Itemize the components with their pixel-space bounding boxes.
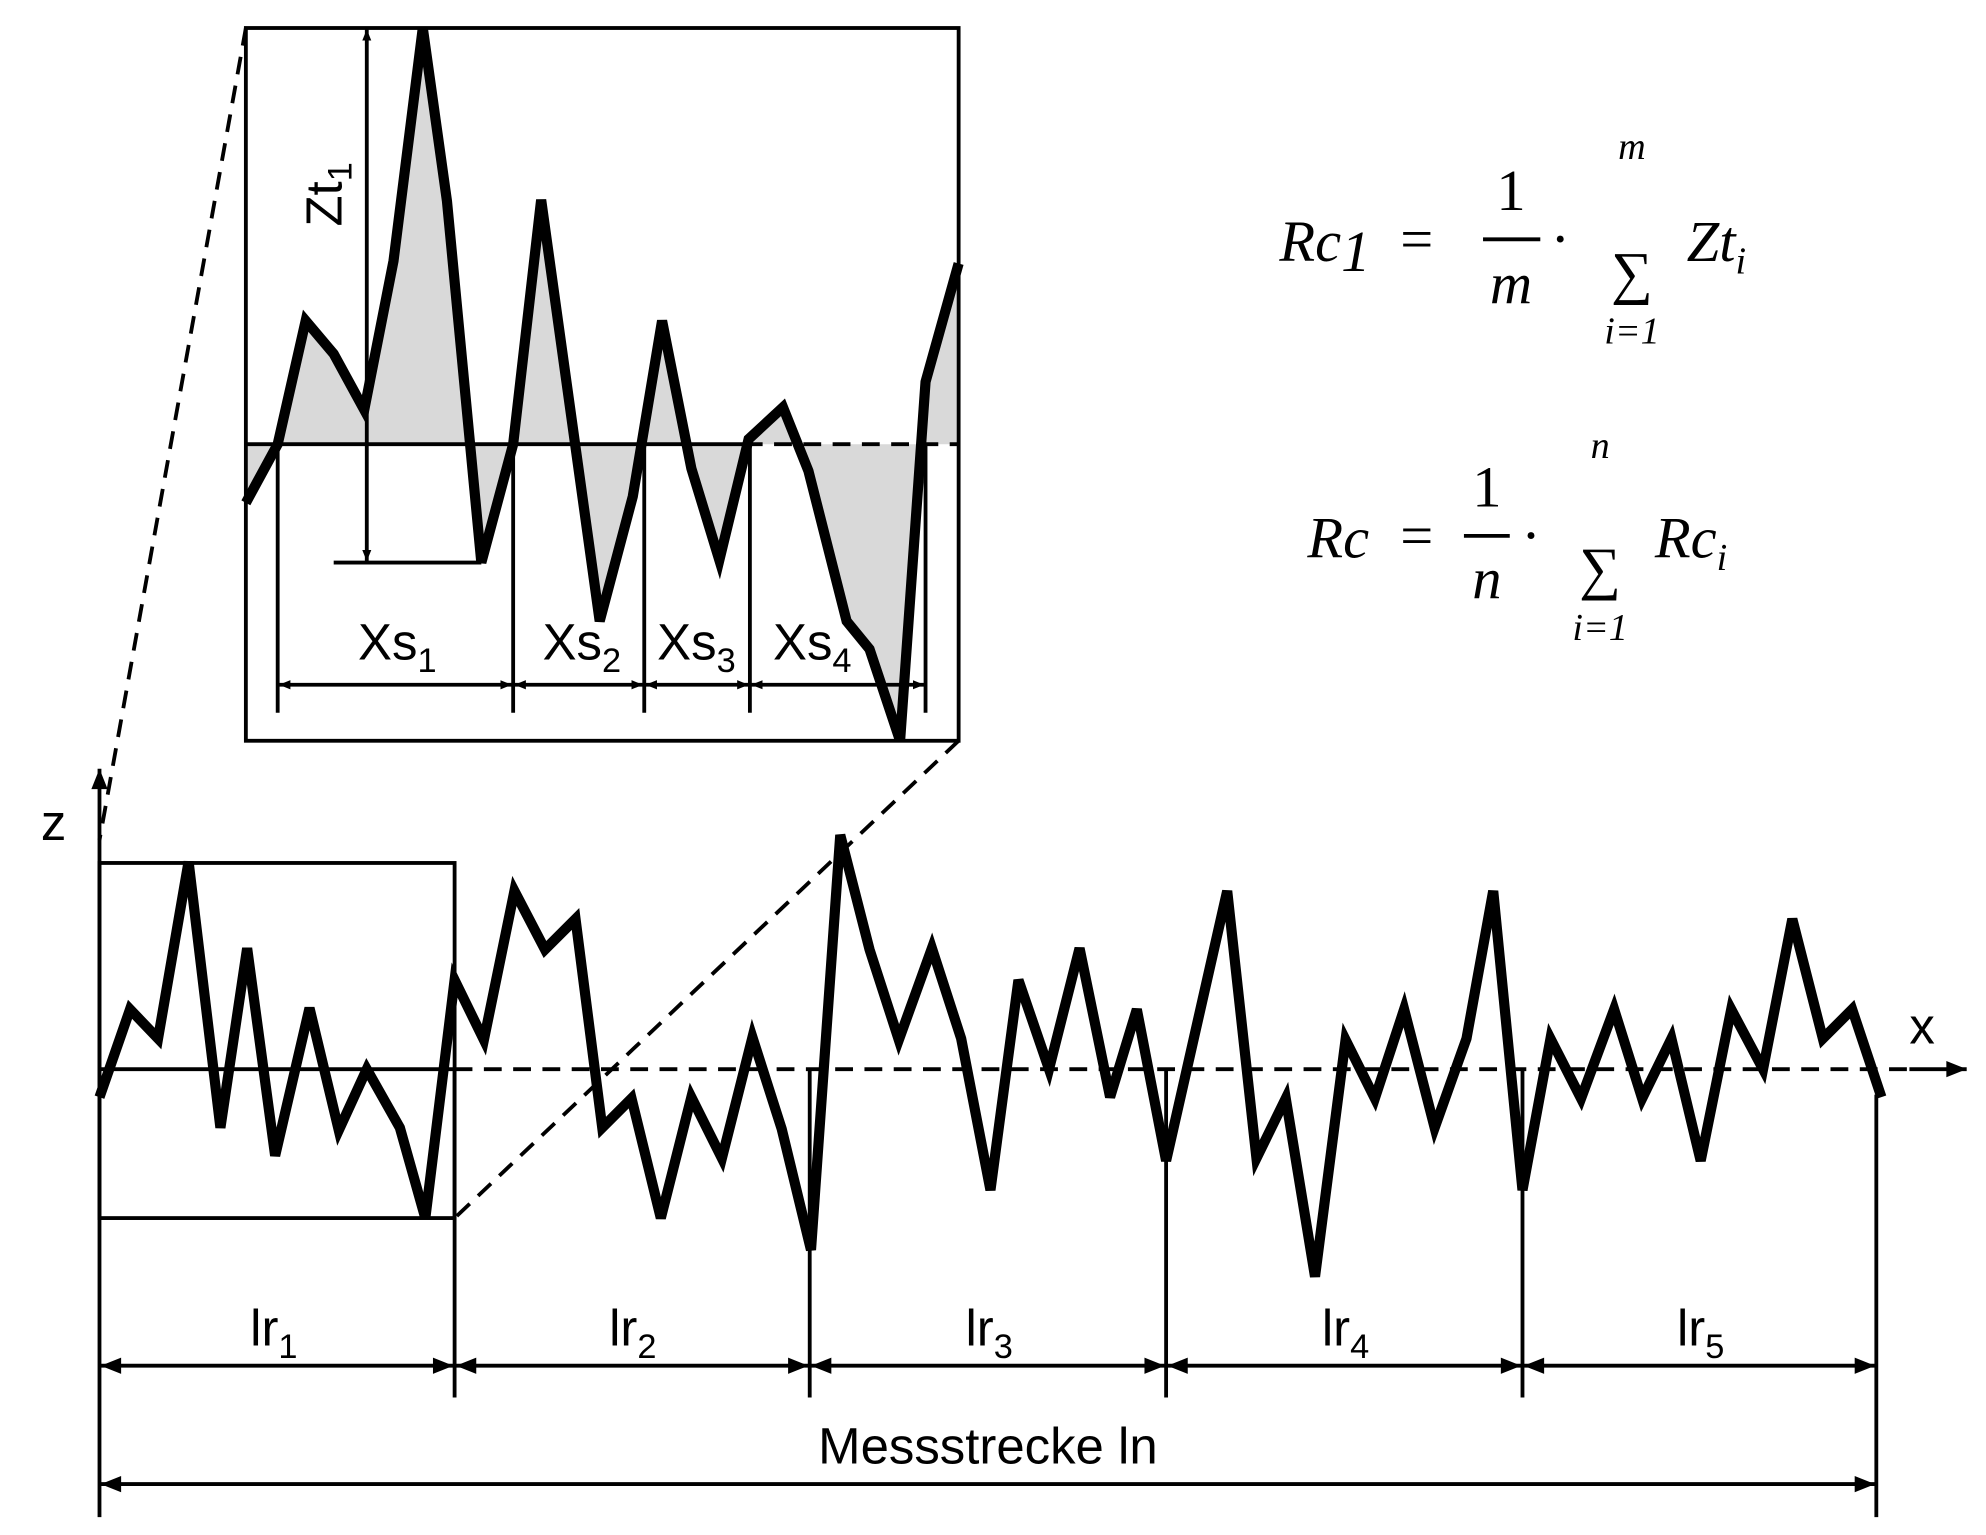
label-part: Rc [1654, 505, 1717, 570]
z-label: z [41, 794, 66, 851]
segment-label: lr3 [965, 1299, 1012, 1366]
formula-numerator: 1 [1496, 158, 1525, 223]
segment-label: lr1 [250, 1299, 297, 1366]
label-part: Xs [657, 613, 716, 670]
inset-profile [241, 27, 964, 743]
formula-denominator: n [1472, 546, 1501, 611]
label-part: 2 [602, 642, 621, 680]
label-part: 4 [832, 642, 851, 680]
formula-equals: = [1400, 503, 1433, 568]
sum-upper: m [1618, 126, 1646, 168]
xs-label: Xs4 [773, 613, 852, 680]
zoom-frame [97, 861, 457, 1220]
formula-equals: = [1400, 206, 1433, 271]
label-part: 1 [278, 1328, 297, 1366]
xs-label: Xs2 [543, 613, 622, 680]
sum-symbol: ∑ [1611, 241, 1653, 306]
formula-lhs: Rc1 [1278, 209, 1370, 284]
formula-lhs: Rc [1306, 505, 1369, 570]
label-part: Zt [295, 181, 352, 226]
segment-label: lr5 [1677, 1299, 1724, 1366]
xs-label: Xs3 [657, 613, 736, 680]
xs-label: Xs1 [358, 613, 437, 680]
zoom-lines [97, 27, 960, 1220]
sum-lower: i=1 [1604, 311, 1659, 353]
label-part: 3 [994, 1328, 1013, 1366]
label-part: 3 [717, 642, 736, 680]
label-part: lr [609, 1299, 637, 1356]
sum-symbol: ∑ [1579, 536, 1621, 601]
label-part: 5 [1705, 1328, 1724, 1366]
label-part: 4 [1350, 1328, 1369, 1366]
formula-dot: · [1521, 503, 1541, 568]
sum-lower: i=1 [1572, 607, 1627, 649]
label-part: Rc [1278, 209, 1341, 274]
formula-dot: · [1550, 206, 1570, 271]
label-part: Zt [1687, 209, 1738, 274]
total-label: Messstrecke ln [818, 1418, 1157, 1475]
label-part: lr [965, 1299, 993, 1356]
label-part: 1 [417, 642, 436, 680]
sum-upper: n [1591, 425, 1610, 467]
label-part: Xs [773, 613, 832, 670]
label-part: i [1736, 241, 1747, 283]
inset-ticks [275, 444, 928, 713]
label-part: i [1717, 537, 1728, 579]
label-part: 1 [1341, 219, 1370, 284]
formula-1: Rc1 = 1 m · m ∑ i=1 Zti [1278, 126, 1746, 353]
label-part: Xs [358, 613, 417, 670]
profile [94, 833, 1887, 1278]
inset: Zt1 Xs1 Xs2 Xs3 Xs4 [241, 26, 964, 743]
inset-area [245, 28, 959, 741]
zt-label: Zt1 [295, 162, 359, 226]
x-label: x [1909, 998, 1934, 1055]
label-part: lr [1322, 1299, 1350, 1356]
formula-numerator: 1 [1472, 455, 1501, 520]
formula-denominator: m [1490, 251, 1532, 316]
label-part: lr [250, 1299, 278, 1356]
formula-term: Zti [1687, 209, 1746, 283]
inset-frame [243, 26, 961, 743]
segment-label: lr2 [609, 1299, 656, 1366]
label-part: Xs [543, 613, 602, 670]
formula-2: Rc = 1 n · n ∑ i=1 Rci [1306, 425, 1727, 649]
segment-label: lr4 [1322, 1299, 1369, 1366]
label-part: 2 [637, 1328, 656, 1366]
label-part: 1 [322, 162, 360, 181]
formula-term: Rci [1654, 505, 1727, 579]
inset-arrows [278, 29, 925, 690]
main-plot: z x lr1 lr2 lr3 lr4 lr5 Messstrecke ln [41, 768, 1967, 1518]
label-part: lr [1677, 1299, 1705, 1356]
segment-arrows [100, 1357, 1876, 1493]
